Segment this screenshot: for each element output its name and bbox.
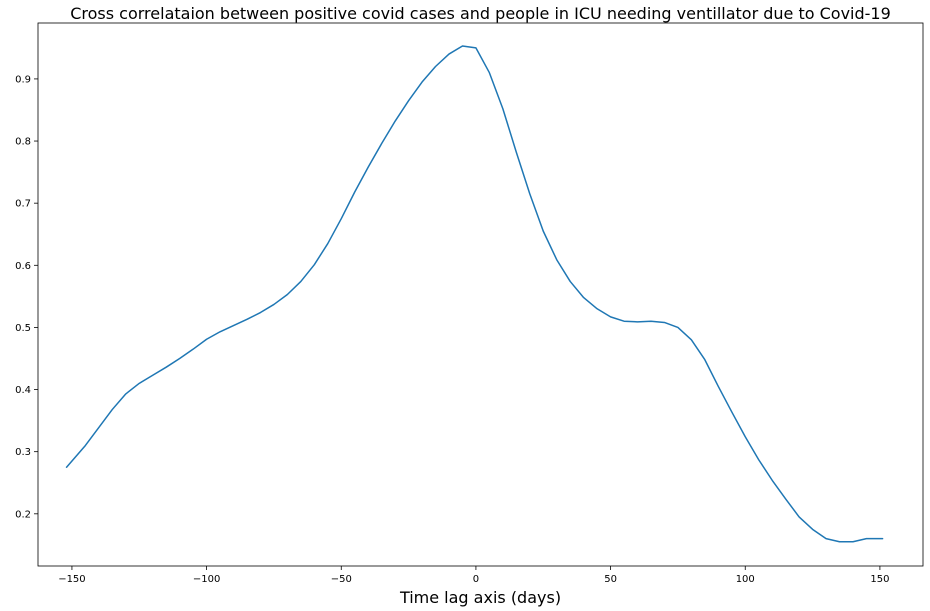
series-line-1 xyxy=(65,45,884,543)
y-tick-label: 0.6 xyxy=(15,261,31,272)
x-tick-label: 50 xyxy=(604,574,617,585)
y-tick-label: 0.5 xyxy=(15,323,31,334)
y-tick-label: 0.7 xyxy=(15,199,31,210)
y-axis-ticks: 0.2 0.3 0.4 0.5 0.6 0.7 0.8 0.9 xyxy=(15,74,38,520)
x-axis-ticks: −150 −100 −50 0 50 100 150 xyxy=(58,566,889,585)
axes-frame xyxy=(37,22,924,567)
y-tick-label: 0.8 xyxy=(15,137,31,148)
x-tick-label: −50 xyxy=(331,574,352,585)
x-axis-label: Time lag axis (days) xyxy=(399,588,561,607)
y-tick-label: 0.3 xyxy=(15,447,31,458)
plot-area xyxy=(37,22,924,567)
x-tick-label: 100 xyxy=(736,574,755,585)
y-tick-label: 0.4 xyxy=(15,385,31,396)
y-tick-label: 0.2 xyxy=(15,509,31,520)
chart-title: Cross correlataion between positive covi… xyxy=(70,4,891,23)
x-tick-label: 0 xyxy=(473,574,479,585)
x-tick-label: 150 xyxy=(870,574,889,585)
x-tick-label: −150 xyxy=(58,574,85,585)
y-tick-label: 0.9 xyxy=(15,74,31,85)
x-tick-label: −100 xyxy=(193,574,220,585)
